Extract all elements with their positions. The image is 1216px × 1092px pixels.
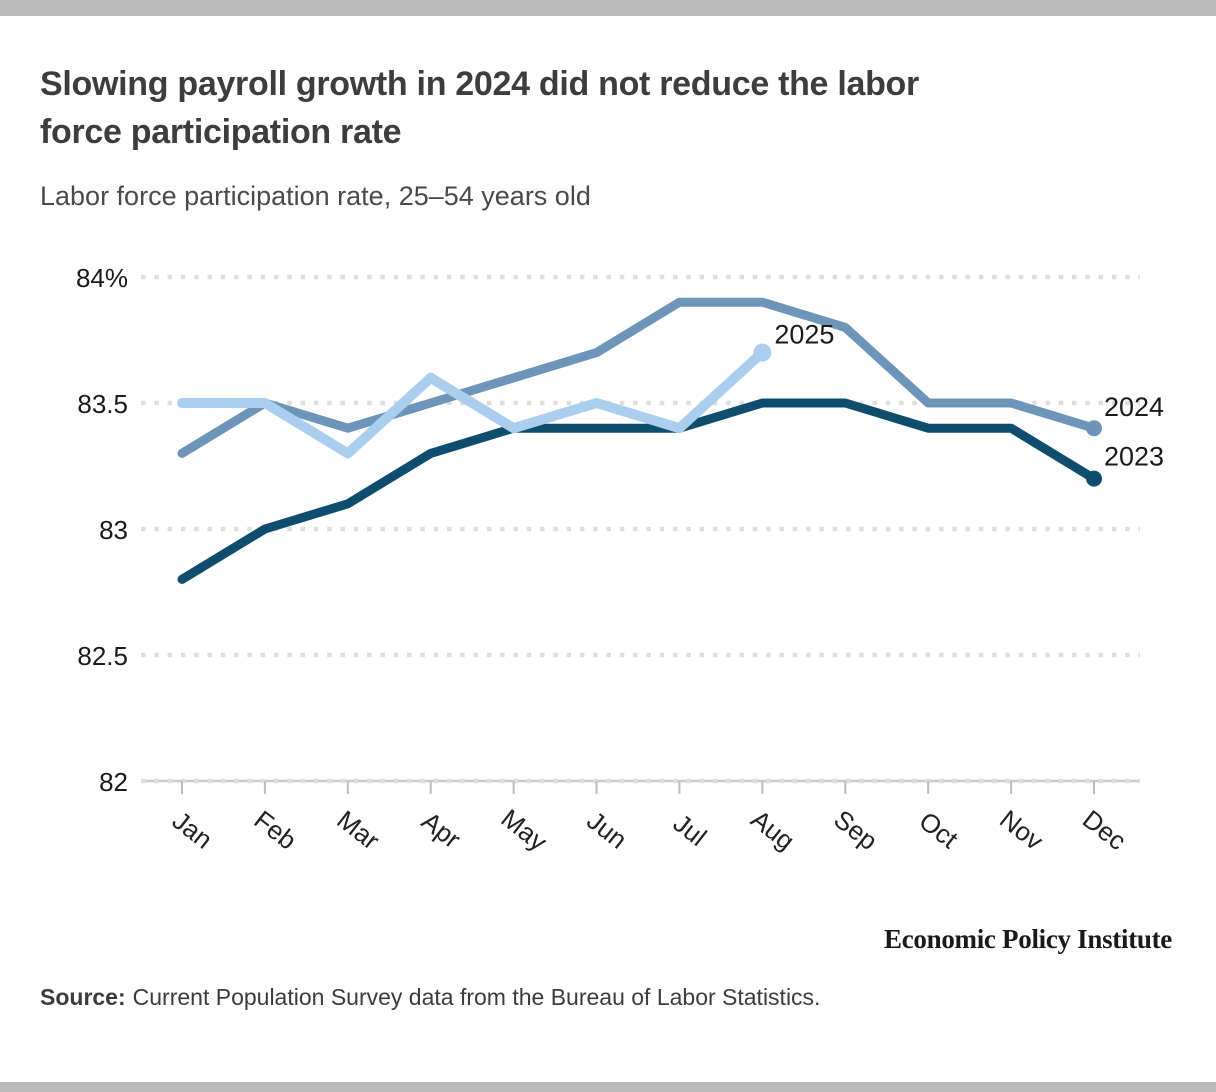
x-axis-month-label: Apr <box>416 806 467 855</box>
series-end-dot-2023 <box>1085 470 1102 487</box>
x-axis-month-label: Jul <box>668 808 713 852</box>
x-axis-month-label: Nov <box>994 804 1049 856</box>
x-axis-month-label: Aug <box>745 804 800 856</box>
series-label-2024: 2024 <box>1104 392 1164 422</box>
series-label-2023: 2023 <box>1104 442 1164 472</box>
x-axis-month-label: Jan <box>167 805 219 854</box>
epi-logotype: Economic Policy Institute <box>884 924 1172 954</box>
source-text: Current Population Survey data from the … <box>132 984 821 1010</box>
x-axis-month-label: Feb <box>249 804 303 855</box>
chart-subtitle: Labor force participation rate, 25–54 ye… <box>40 181 591 211</box>
bottom-border-bar <box>0 1082 1216 1092</box>
source-note: Source: Current Population Survey data fr… <box>40 984 820 1011</box>
series-line-2025 <box>177 347 768 459</box>
line-chart: 84% 83.5 83 82.5 82 Jan Feb Mar Apr May Jun Jul Aug S… <box>76 263 1164 857</box>
chart-title-line2: force participation rate <box>40 113 402 151</box>
y-axis-tick-label: 83 <box>99 515 128 545</box>
series-end-dot-2025 <box>753 343 772 362</box>
y-axis-tick-label: 82 <box>99 767 128 797</box>
series-end-dot-2024 <box>1085 420 1102 437</box>
series-label-2025: 2025 <box>774 320 834 350</box>
y-axis-tick-label: 82.5 <box>77 641 128 671</box>
chart-title: Slowing payroll growth in 2024 did not r… <box>40 60 1120 156</box>
x-axis-month-label: Mar <box>331 804 385 855</box>
top-border-bar <box>0 0 1216 16</box>
series-line-2024 <box>177 297 1099 458</box>
series-line-2023 <box>177 398 1099 584</box>
x-axis-month-label: Oct <box>914 806 965 855</box>
source-label: Source: <box>40 984 126 1010</box>
x-axis-month-label: Sep <box>828 804 883 856</box>
x-axis-month-label: May <box>496 803 553 857</box>
x-axis-month-label: Dec <box>1077 804 1132 856</box>
y-axis-tick-label: 83.5 <box>77 389 128 419</box>
x-axis-month-label: Jun <box>581 805 633 854</box>
y-axis-tick-label: 84% <box>76 263 128 293</box>
chart-title-line1: Slowing payroll growth in 2024 did not r… <box>40 65 919 103</box>
